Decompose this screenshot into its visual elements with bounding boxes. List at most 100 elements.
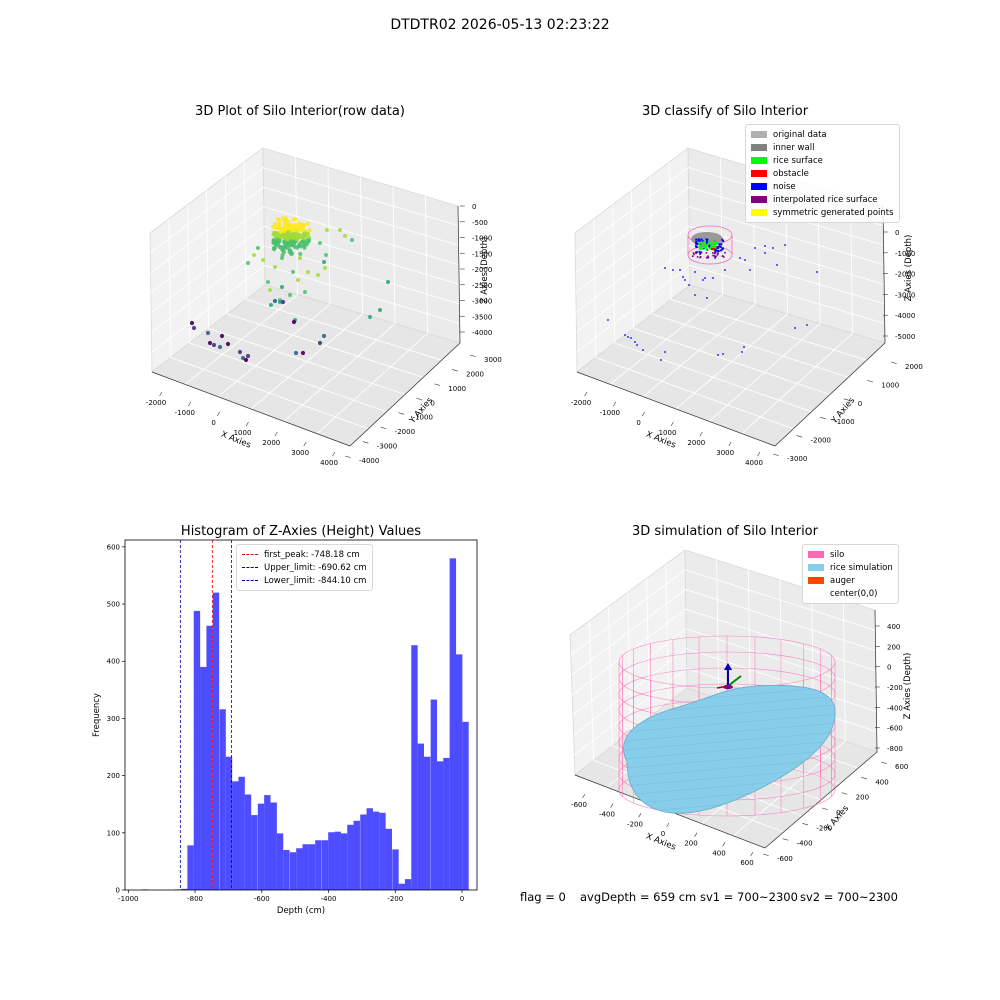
histogram-bar <box>308 844 316 890</box>
y-tick-label: 500 <box>107 601 120 609</box>
histogram-bar <box>187 845 194 890</box>
histogram-bar <box>334 831 341 890</box>
data-point <box>205 330 211 336</box>
data-point <box>252 253 256 257</box>
z-tick-label: -800 <box>887 745 903 753</box>
data-point <box>338 228 342 232</box>
histogram-legend: first_peak: -748.18 cm Upper_limit: -690.… <box>236 544 373 591</box>
noise-point <box>682 276 684 278</box>
rice-point <box>700 245 703 248</box>
data-point <box>306 270 310 274</box>
axis-line <box>764 751 878 849</box>
noise-point <box>744 259 746 261</box>
data-point <box>280 256 284 260</box>
interpolated-point <box>724 251 726 254</box>
data-point <box>240 355 246 361</box>
legend-swatch <box>242 554 258 555</box>
data-point <box>325 228 329 232</box>
data-point <box>343 234 347 238</box>
data-point <box>301 228 306 233</box>
histogram-bar <box>366 808 373 890</box>
data-point <box>378 308 382 312</box>
rice-point <box>704 242 707 245</box>
data-point <box>189 320 195 326</box>
noise-point <box>772 247 774 249</box>
z-axis-label: Z Axies (Depth) <box>903 653 913 720</box>
histogram-bar <box>449 558 457 890</box>
noise-point <box>721 248 724 251</box>
data-point <box>286 245 291 251</box>
noise-point <box>698 239 701 242</box>
z-tick-label: 200 <box>887 643 900 651</box>
legend-swatch <box>751 144 767 151</box>
y-tick <box>796 435 803 438</box>
data-point <box>281 249 287 255</box>
histogram-bar <box>206 625 213 890</box>
noise-point <box>688 284 690 286</box>
y-tick <box>380 426 387 430</box>
legend-label: original data <box>773 129 827 140</box>
data-point <box>300 350 306 356</box>
noise-point <box>695 238 698 241</box>
histogram-bar <box>232 781 239 890</box>
rice-point <box>713 242 716 245</box>
x-tick-label: 3000 <box>716 449 734 457</box>
legend-label: rice simulation <box>830 562 893 573</box>
data-point <box>283 241 288 246</box>
z-tick-label: -200 <box>887 684 903 692</box>
data-point <box>271 240 276 245</box>
legend-swatch <box>808 551 824 558</box>
x-tick <box>274 431 278 437</box>
y-tick-label: -1000 <box>413 414 433 422</box>
histogram-bar <box>392 849 399 890</box>
legend-label: Upper_limit: -690.62 cm <box>264 562 367 573</box>
rice-point <box>700 242 703 245</box>
legend-label: auger <box>830 575 855 586</box>
y-tick-label: 400 <box>107 658 120 666</box>
y-tick <box>821 807 828 810</box>
histogram-bar <box>379 812 386 890</box>
y-tick-label: 600 <box>895 763 908 771</box>
x-tick-label: 200 <box>684 840 697 848</box>
y-tick <box>469 354 476 357</box>
simulation-legend: silo rice simulation auger center(0,0) <box>802 544 899 604</box>
x-tick-label: -1000 <box>175 409 195 417</box>
status-sv2: sv2 = 700~2300 <box>800 890 898 904</box>
histogram-bar <box>302 844 309 890</box>
data-point <box>283 217 288 223</box>
rice-point <box>715 242 718 245</box>
rice-point <box>702 245 705 248</box>
noise-point <box>695 251 698 254</box>
x-tick <box>728 441 732 447</box>
z-tick-label: 0 <box>887 664 891 672</box>
legend-swatch <box>242 567 258 568</box>
y-tick <box>802 823 809 826</box>
z-tick-label: 0 <box>472 203 476 211</box>
histogram-bar <box>436 761 444 890</box>
noise-point <box>743 346 745 348</box>
legend-label: center(0,0) <box>830 588 878 599</box>
noise-point <box>695 246 698 249</box>
depth-histogram: -1000 -800 -600 -400 -200 0 0 100 200 300 400 500 60… <box>92 539 478 916</box>
x-tick-label: -800 <box>187 895 203 903</box>
data-point <box>303 290 307 294</box>
noise-point <box>716 245 719 248</box>
noise-point <box>634 341 636 343</box>
legend-swatch <box>751 157 767 164</box>
x-tick-label: -600 <box>571 801 587 809</box>
data-point <box>237 349 243 355</box>
data-point <box>277 223 283 229</box>
y-tick-label: 600 <box>107 543 120 551</box>
obstacle-point <box>711 248 715 250</box>
noise-point <box>816 271 818 273</box>
z-tick-label: -500 <box>472 219 488 227</box>
y-tick <box>841 792 848 795</box>
histogram-bar <box>315 840 322 890</box>
data-point <box>302 242 307 247</box>
noise-point <box>741 351 743 353</box>
noise-point <box>764 252 766 254</box>
data-point <box>386 280 390 284</box>
rice-point <box>708 242 711 245</box>
noise-point <box>722 353 724 355</box>
y-tick-label: -3000 <box>377 443 397 451</box>
